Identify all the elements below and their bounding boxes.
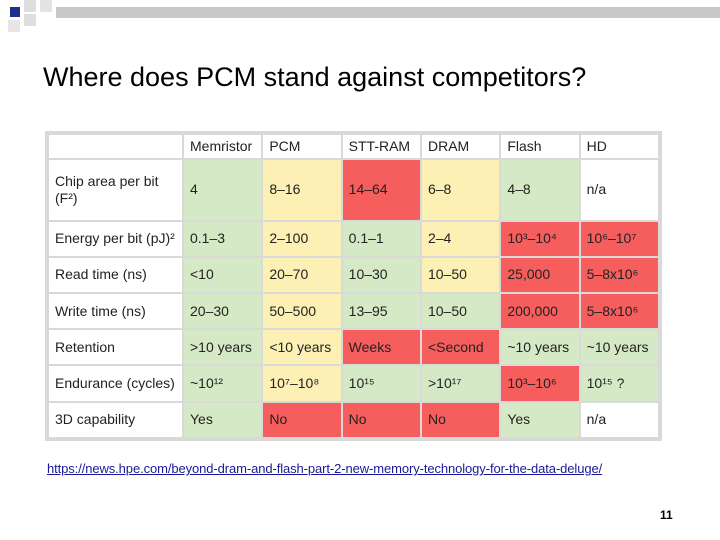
table-cell: 10–30 [342,257,420,293]
row-label: Endurance (cycles) [49,366,182,401]
table-cell: Yes [501,402,579,437]
column-header: Memristor [184,135,262,158]
column-header: Flash [501,135,579,158]
comparison-table-frame: Memristor PCM STT-RAM DRAM Flash HD Chip… [45,131,662,441]
table-cell: 10⁷–10⁸ [263,366,341,401]
table-row: Energy per bit (pJ)² 0.1–3 2–100 0.1–1 2–4 10… [49,221,658,256]
table-cell: Yes [184,402,262,437]
table-cell: 20–30 [184,294,262,329]
header-decoration [0,0,720,32]
table-cell: <Second [421,330,500,365]
table-cell: 8–16 [263,160,341,220]
slide-number: 11 [660,508,673,522]
table-cell: 0.1–3 [184,221,262,256]
column-header: PCM [263,135,341,158]
table-cell: 200,000 [501,294,579,329]
table-cell: 2–100 [263,221,341,256]
table-row: Write time (ns) 20–30 50–500 13–95 10–50 200,… [49,294,658,329]
table-cell: ~10 years [501,330,579,365]
column-header: DRAM [421,135,500,158]
table-cell: 25,000 [501,257,579,293]
table-cell: 10–50 [421,294,500,329]
table-corner-cell [49,135,182,158]
table-cell: No [421,402,500,437]
table-cell: n/a [580,402,658,437]
row-label: Retention [49,330,182,365]
row-label: Read time (ns) [49,257,182,293]
table-header-row: Memristor PCM STT-RAM DRAM Flash HD [49,135,658,158]
table-cell: >10 years [184,330,262,365]
table-cell: >10¹⁷ [421,366,500,401]
table-cell: 5–8x10⁶ [580,294,658,329]
table-cell: 20–70 [263,257,341,293]
table-cell: 4 [184,160,262,220]
table-row: Endurance (cycles) ~10¹² 10⁷–10⁸ 10¹⁵ >10¹⁷ 1… [49,366,658,401]
table-row: Read time (ns) <10 20–70 10–30 10–50 25,000 5–… [49,257,658,293]
row-label: Write time (ns) [49,294,182,329]
table-cell: 50–500 [263,294,341,329]
table-body: Chip area per bit (F²) 4 8–16 14–64 6–8 4–8 n/… [49,160,658,437]
table-cell: No [263,402,341,437]
table-cell: 6–8 [421,160,500,220]
table-cell: 4–8 [501,160,579,220]
column-header: STT-RAM [342,135,420,158]
row-label: 3D capability [49,402,182,437]
table-cell: 10¹⁵ [342,366,420,401]
source-link[interactable]: https://news.hpe.com/beyond-dram-and-fla… [47,461,603,476]
table-cell: <10 years [263,330,341,365]
table-cell: 5–8x10⁶ [580,257,658,293]
table-row: Chip area per bit (F²) 4 8–16 14–64 6–8 4–8 n/… [49,160,658,220]
table-row: Retention >10 years <10 years Weeks <Second ~… [49,330,658,365]
table-cell: 10–50 [421,257,500,293]
table-cell: ~10¹² [184,366,262,401]
table-cell: No [342,402,420,437]
row-label: Energy per bit (pJ)² [49,221,182,256]
table-cell: 10³–10⁶ [501,366,579,401]
column-header: HD [580,135,658,158]
table-cell: 10³–10⁴ [501,221,579,256]
row-label: Chip area per bit (F²) [49,160,182,220]
table-cell: 10⁶–10⁷ [580,221,658,256]
table-cell: 14–64 [342,160,420,220]
table-cell: ~10 years [580,330,658,365]
slide-title: Where does PCM stand against competitors… [43,62,587,92]
table-row: 3D capability Yes No No No Yes n/a [49,402,658,437]
comparison-table: Memristor PCM STT-RAM DRAM Flash HD Chip… [47,133,660,439]
table-cell: 2–4 [421,221,500,256]
table-cell: 0.1–1 [342,221,420,256]
table-cell: n/a [580,160,658,220]
table-cell: 13–95 [342,294,420,329]
table-cell: Weeks [342,330,420,365]
table-cell: 10¹⁵ ? [580,366,658,401]
table-cell: <10 [184,257,262,293]
